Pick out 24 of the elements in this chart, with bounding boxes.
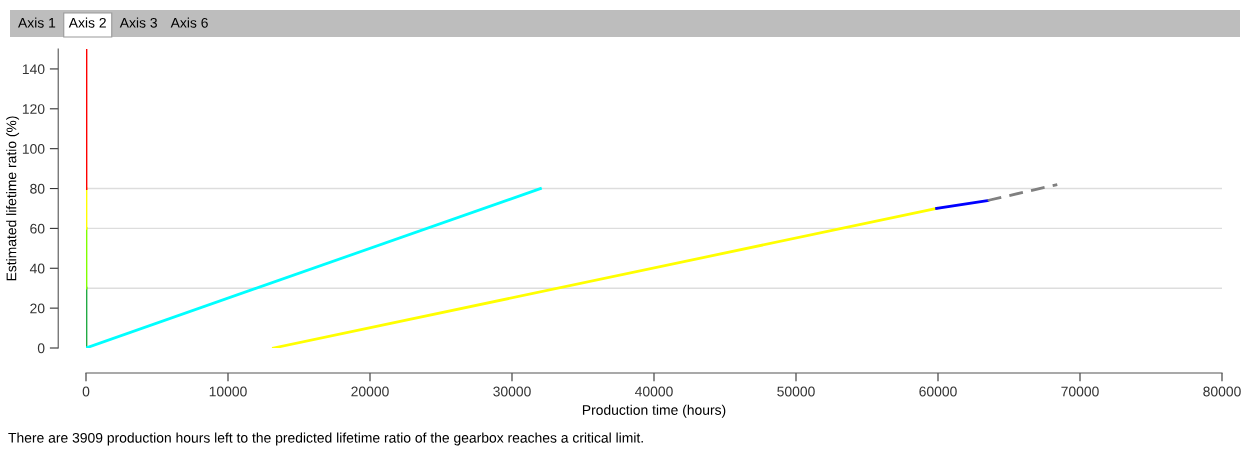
x-tick-label: 50000 (777, 386, 815, 397)
x-axis-title: Production time (hours) (582, 404, 726, 418)
x-tick-label: 40000 (635, 386, 673, 397)
x-tick-label: 30000 (493, 386, 531, 397)
y-tick-label: 0 (37, 343, 45, 354)
x-tick-label: 80000 (1203, 386, 1241, 397)
text: Axis 2 (68, 17, 106, 28)
y-tick-label: 40 (29, 263, 45, 274)
y-axis-title: Estimated lifetime ratio (%) (6, 116, 20, 281)
x-tick-label: 0 (82, 386, 90, 397)
y-tick-label: 120 (22, 104, 45, 114)
text: Axis 3 (119, 17, 157, 28)
y-tick-label: 100 (22, 144, 45, 154)
x-tick-label: 70000 (1061, 386, 1099, 397)
text: There are 3909 production hours left to the predicted lifetime ratio of the gearbox reaches a critical limit. (8, 432, 643, 446)
x-tick-label: 10000 (209, 386, 247, 397)
text: Axis 6 (170, 17, 208, 28)
y-tick-label: 140 (22, 64, 45, 75)
y-tick-label: 80 (30, 183, 45, 194)
text: Axis 1 (18, 17, 56, 28)
y-tick-label: 20 (30, 303, 45, 314)
x-tick-label: 20000 (351, 386, 389, 397)
x-tick-label: 60000 (919, 386, 957, 397)
y-tick-label: 60 (30, 223, 45, 234)
